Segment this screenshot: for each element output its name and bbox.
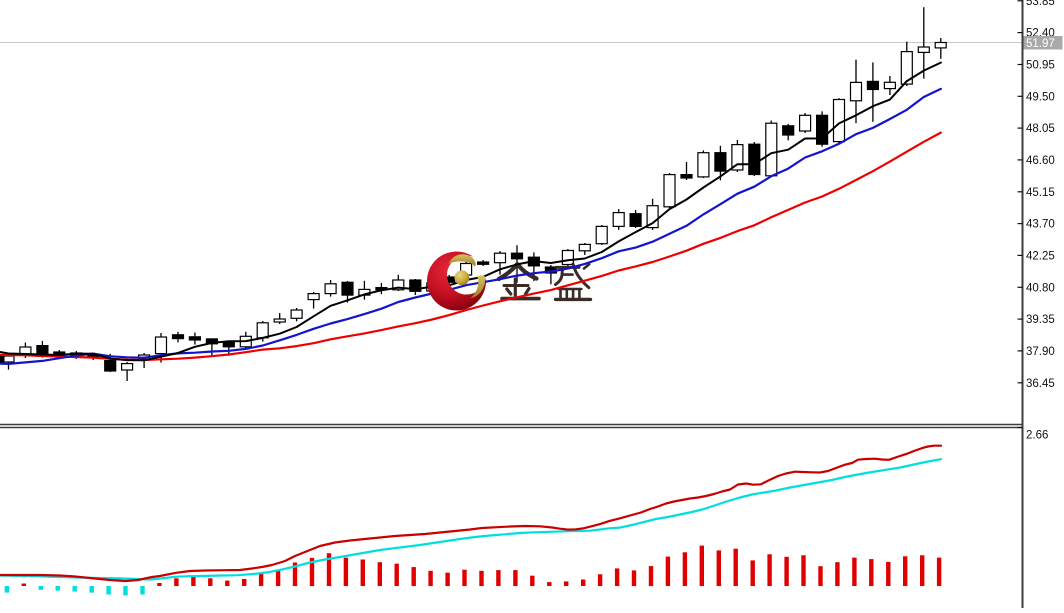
svg-text:2.66: 2.66: [1026, 430, 1048, 442]
svg-text:39.35: 39.35: [1026, 314, 1055, 326]
svg-text:45.15: 45.15: [1026, 187, 1055, 199]
svg-text:43.70: 43.70: [1026, 219, 1055, 231]
svg-text:49.50: 49.50: [1026, 91, 1055, 103]
svg-text:53.85: 53.85: [1026, 0, 1055, 8]
svg-text:46.60: 46.60: [1026, 155, 1055, 167]
svg-text:51.97: 51.97: [1026, 38, 1055, 50]
svg-text:50.95: 50.95: [1026, 60, 1055, 72]
svg-text:40.80: 40.80: [1026, 282, 1055, 294]
svg-text:37.90: 37.90: [1026, 346, 1055, 358]
svg-text:48.05: 48.05: [1026, 123, 1055, 135]
svg-text:42.25: 42.25: [1026, 250, 1055, 262]
svg-text:36.45: 36.45: [1026, 378, 1055, 390]
